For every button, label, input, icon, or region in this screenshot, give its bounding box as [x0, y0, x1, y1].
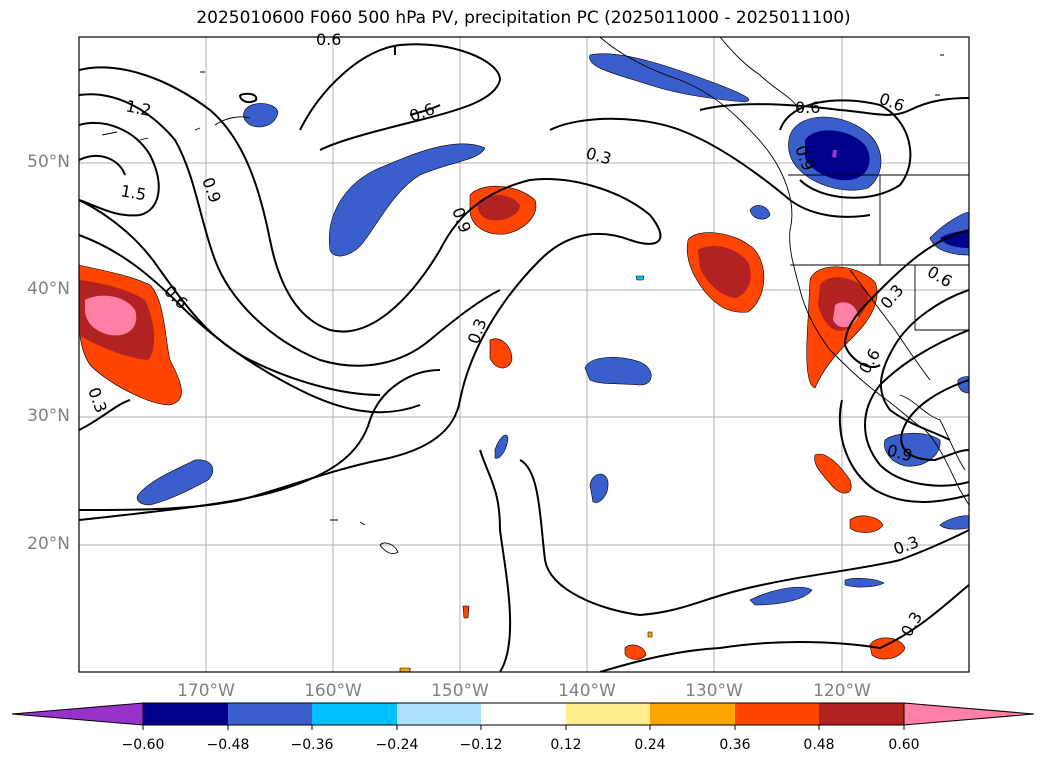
colorbar-tick-label: 0.48 — [803, 737, 835, 753]
colorbar-bin — [566, 703, 650, 725]
contour-label: 0.6 — [795, 98, 820, 117]
contour-label: 1.2 — [124, 96, 153, 120]
lon-label-150w: 150°W — [431, 681, 489, 701]
colorbar-bin — [228, 703, 312, 725]
lat-label-40n: 40°N — [27, 279, 70, 299]
colorbar-tick-label: 0.60 — [888, 737, 920, 753]
lon-label-130w: 130°W — [685, 681, 743, 701]
lat-label-50n: 50°N — [27, 152, 70, 172]
precip-negative-areas — [136, 53, 969, 606]
contour-label: 1.5 — [119, 181, 147, 204]
colorbar-tick-label: −0.36 — [290, 737, 334, 753]
colorbar-bin — [819, 703, 904, 725]
pv-contours — [79, 43, 969, 672]
colorbar-bin — [143, 703, 228, 725]
colorbar-bin — [735, 703, 819, 725]
map-title: 2025010600 F060 500 hPa PV, precipitatio… — [196, 8, 851, 28]
colorbar-tick-label: 0.12 — [550, 737, 582, 753]
lon-label-170w: 170°W — [177, 681, 235, 701]
colorbar — [11, 702, 1035, 730]
colorbar-tick-label: 0.24 — [634, 737, 666, 753]
map-frame — [78, 36, 970, 673]
contour-label: 0.6 — [316, 30, 341, 49]
colorbar-tick-label: −0.24 — [375, 737, 419, 753]
colorbar-bin — [481, 703, 566, 725]
lon-label-160w: 160°W — [304, 681, 362, 701]
lon-label-140w: 140°W — [558, 681, 616, 701]
colorbar-extend-high — [903, 702, 1035, 726]
lat-label-30n: 30°N — [27, 406, 70, 426]
colorbar-bin — [312, 703, 397, 725]
lat-label-20n: 20°N — [27, 534, 70, 554]
map-plot-area — [79, 37, 969, 672]
colorbar-tick-label: −0.60 — [121, 737, 165, 753]
colorbar-frame — [142, 702, 905, 726]
colorbar-tick-label: −0.12 — [459, 737, 503, 753]
lon-label-120w: 120°W — [813, 681, 871, 701]
colorbar-bin — [397, 703, 481, 725]
precip-positive-areas — [79, 185, 906, 672]
colorbar-extend-low — [11, 702, 144, 726]
coastlines — [101, 37, 969, 555]
colorbar-tick-label: 0.36 — [719, 737, 751, 753]
colorbar-tick-label: −0.48 — [206, 737, 250, 753]
colorbar-bin — [650, 703, 735, 725]
